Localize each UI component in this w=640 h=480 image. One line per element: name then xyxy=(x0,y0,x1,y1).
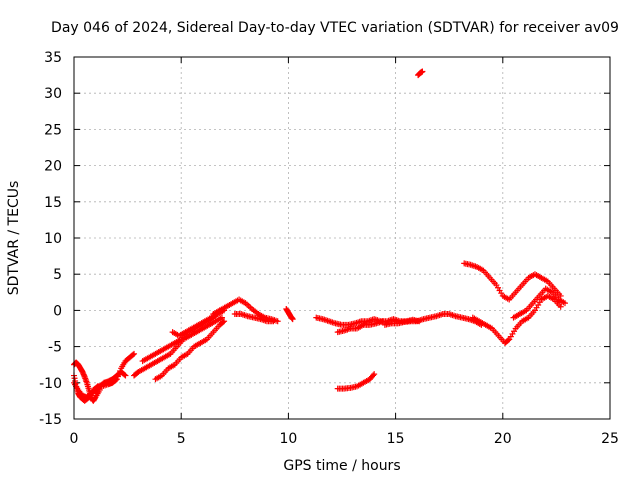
plot-frame xyxy=(73,56,611,420)
data-point xyxy=(370,372,377,379)
data-point xyxy=(129,351,136,358)
y-tick-label: 25 xyxy=(44,122,62,138)
y-tick-label: 35 xyxy=(44,50,62,66)
series-track-isolated-low xyxy=(334,371,378,392)
y-tick-label: 20 xyxy=(44,159,62,175)
series-track-late-low xyxy=(469,292,564,346)
series-track-rise-c xyxy=(152,318,228,383)
tick-labels: 0 5 10 15 20 25 -15 -10 -5 0 5 10 15 20 25 30 35 xyxy=(39,50,619,447)
y-tick-label: 5 xyxy=(53,267,62,283)
data-point xyxy=(220,319,227,326)
chart-title: Day 046 of 2024, Sidereal Day-to-day VTE… xyxy=(51,20,619,36)
series-track-late-hump xyxy=(461,260,564,303)
data-point xyxy=(121,371,128,378)
grid xyxy=(74,57,610,419)
y-tick-label: 10 xyxy=(44,231,62,247)
data-point xyxy=(122,372,129,379)
series-track-short-10 xyxy=(283,305,296,323)
data-marks xyxy=(71,68,568,404)
x-axis-label: GPS time / hours xyxy=(283,458,400,474)
data-point xyxy=(505,337,512,344)
x-tick-label: 5 xyxy=(177,431,186,447)
data-point xyxy=(221,318,228,325)
data-point xyxy=(561,300,568,307)
series-track-outlier xyxy=(415,68,426,79)
data-point xyxy=(557,303,564,310)
data-point xyxy=(218,314,225,321)
data-point xyxy=(289,316,296,323)
y-tick-label: -5 xyxy=(48,340,62,356)
y-tick-label: -15 xyxy=(39,412,62,428)
y-tick-label: 0 xyxy=(53,303,62,319)
series-track-day-hump xyxy=(210,296,281,325)
data-point xyxy=(371,371,378,378)
x-tick-label: 0 xyxy=(70,431,79,447)
data-point xyxy=(419,68,426,75)
x-tick-label: 25 xyxy=(601,431,619,447)
data-point xyxy=(379,318,386,325)
y-tick-label: 30 xyxy=(44,86,62,102)
series-track-early-mid xyxy=(71,368,129,401)
data-point xyxy=(270,318,277,325)
x-tick-label: 20 xyxy=(494,431,512,447)
x-tick-label: 15 xyxy=(387,431,405,447)
series-track-rise-a xyxy=(131,314,225,379)
data-point xyxy=(131,350,138,357)
y-tick-label: 15 xyxy=(44,195,62,211)
series-track-mid-b xyxy=(334,318,386,336)
series-track-late-mid xyxy=(510,285,568,321)
y-axis-label: SDTVAR / TECUs xyxy=(6,181,22,296)
x-tick-label: 10 xyxy=(279,431,297,447)
series-track-day-hump-2 xyxy=(231,311,277,325)
y-tick-label: -10 xyxy=(39,376,62,392)
